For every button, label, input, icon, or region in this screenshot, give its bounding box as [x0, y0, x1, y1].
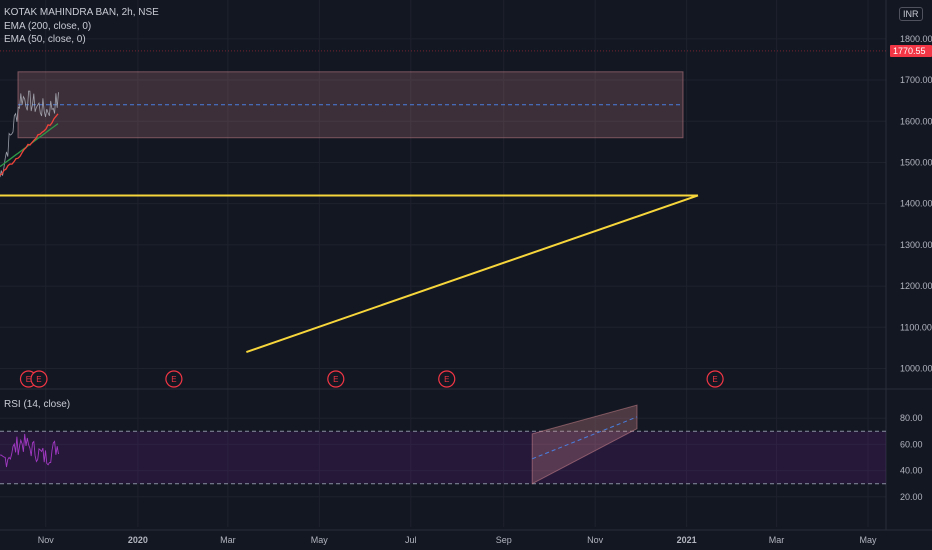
rsi-legend[interactable]: RSI (14, close)	[4, 399, 71, 410]
time-tick-label: Jul	[405, 535, 417, 545]
ema200-legend[interactable]: EMA (200, close, 0)	[4, 21, 92, 32]
price-tick-label: 1700.00	[900, 75, 932, 85]
earnings-marker-circle	[438, 370, 456, 388]
rsi-channel-midline	[532, 416, 638, 460]
time-tick-label: Mar	[220, 535, 236, 545]
axis-layer: 1000.00 1100.00 1200.00 1300.00 1400.00 1500.…	[38, 34, 932, 545]
price-tick-label: 1400.00	[900, 199, 932, 209]
earnings-marker-label: E	[712, 375, 717, 384]
earnings-marker[interactable]: E	[30, 370, 48, 388]
earnings-marker[interactable]: E	[327, 370, 345, 388]
rsi-tick-label: 60.00	[900, 439, 923, 449]
price-tick-label: 1300.00	[900, 240, 932, 250]
earnings-markers-layer: E E E EE E	[19, 370, 724, 388]
resistance-zone-layer	[17, 71, 684, 139]
price-tick-label: 1200.00	[900, 281, 932, 291]
ema50-legend[interactable]: EMA (50, close, 0)	[4, 34, 86, 45]
rsi-tick-label: 80.00	[900, 413, 923, 423]
price-tick-label: 1600.00	[900, 116, 932, 126]
current-price-badge	[890, 44, 932, 57]
rsi-line	[0, 433, 59, 468]
trendline-layer	[0, 50, 886, 485]
price-tick-label: 1100.00	[900, 322, 932, 332]
time-tick-label: May	[860, 535, 878, 545]
earnings-marker-label: E	[333, 375, 338, 384]
time-tick-label: Sep	[496, 535, 512, 545]
chart-grid	[0, 0, 932, 531]
rsi-tick-label: 40.00	[900, 466, 923, 476]
ema-fast-line	[0, 113, 59, 176]
earnings-marker-label: E	[171, 375, 176, 384]
price-tick-label: 1500.00	[900, 157, 932, 167]
earnings-marker-circle	[30, 370, 48, 388]
price-series-line	[0, 90, 59, 178]
price-tick-label: 1800.00	[900, 34, 932, 44]
series-layer	[0, 90, 59, 468]
earnings-marker[interactable]: E	[165, 370, 183, 388]
earnings-marker-label: E	[36, 375, 41, 384]
earnings-marker-circle	[327, 370, 345, 388]
rsi-band	[0, 431, 886, 484]
rsi-band-layer	[0, 430, 886, 485]
time-tick-label: May	[311, 535, 329, 545]
earnings-marker-label: E	[26, 375, 31, 384]
rsi-tick-label: 20.00	[900, 492, 923, 502]
time-tick-label: Nov	[587, 535, 604, 545]
earnings-marker-label: E	[444, 375, 449, 384]
earnings-marker[interactable]: E	[438, 370, 456, 388]
rsi-rising-channel	[531, 404, 638, 485]
earnings-marker-circle	[165, 370, 183, 388]
earnings-marker-circle	[706, 370, 724, 388]
currency-badge[interactable]: INR	[899, 7, 923, 21]
time-tick-label: 2021	[677, 535, 697, 545]
time-tick-label: Nov	[38, 535, 55, 545]
current-price-label: 1770.55	[893, 46, 926, 56]
time-tick-label: 2020	[128, 535, 148, 545]
earnings-marker[interactable]: E	[706, 370, 724, 388]
symbol-title[interactable]: KOTAK MAHINDRA BAN, 2h, NSE	[4, 7, 159, 18]
rising-trendline	[246, 194, 699, 353]
time-tick-label: Mar	[769, 535, 785, 545]
price-tick-label: 1000.00	[900, 364, 932, 374]
